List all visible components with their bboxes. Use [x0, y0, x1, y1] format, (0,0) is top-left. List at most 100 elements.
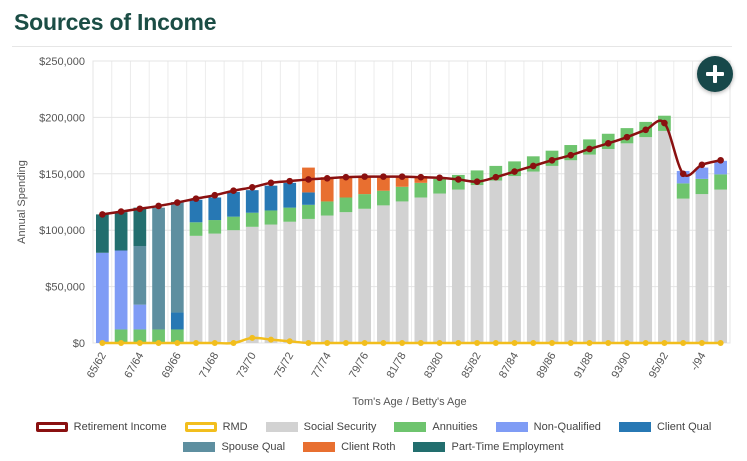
bar-annuities — [339, 197, 353, 213]
retirement-income-point — [455, 176, 462, 183]
legend-label: Non-Qualified — [533, 421, 601, 433]
bar-non-qualified — [133, 304, 147, 330]
bar-annuities — [227, 216, 240, 231]
bar-client-qual — [189, 199, 203, 223]
rmd-point — [324, 340, 331, 346]
rmd-point — [305, 340, 312, 346]
legend-label: Part-Time Employment — [451, 441, 564, 453]
retirement-income-point — [192, 195, 200, 202]
rmd-point — [492, 340, 499, 346]
x-tick-label: 71/68 — [197, 351, 221, 381]
retirement-income-point — [604, 140, 612, 147]
y-tick-label: $250,000 — [39, 56, 85, 68]
bar-social-security — [451, 189, 465, 343]
x-tick-label: 95/92 — [647, 351, 671, 381]
retirement-income-point — [174, 199, 181, 206]
legend-item-retirement-income[interactable]: Retirement Income — [35, 421, 167, 433]
bar-annuities — [170, 329, 184, 343]
legend-label: Spouse Qual — [221, 441, 286, 453]
bar-non-qualified — [95, 252, 109, 343]
page-title: Sources of Income — [14, 9, 217, 35]
bar-social-security — [264, 224, 278, 343]
rmd-point — [455, 340, 462, 346]
bar-social-security — [545, 165, 559, 343]
retirement-income-line — [102, 119, 721, 216]
legend-swatch — [183, 442, 216, 452]
legend-label: RMD — [222, 421, 248, 433]
bar-annuities — [302, 204, 315, 219]
bar-social-security — [189, 235, 203, 343]
rmd-point — [118, 340, 125, 346]
bar-social-security — [320, 215, 334, 343]
legend-item-rmd[interactable]: RMD — [184, 421, 248, 433]
retirement-income-point — [323, 175, 331, 182]
bar-social-security — [227, 230, 240, 343]
rmd-point — [474, 340, 481, 346]
retirement-income-point — [698, 161, 706, 169]
rmd-point — [530, 340, 537, 346]
bar-client-qual — [170, 312, 184, 330]
rmd-point — [586, 340, 593, 346]
legend-item-non-qualified[interactable]: Non-Qualified — [495, 421, 601, 433]
bar-social-security — [302, 218, 315, 343]
legend-row: Spouse Qual Client Roth Part-Time Employme… — [20, 437, 727, 457]
legend-item-social-security[interactable]: Social Security — [265, 421, 376, 433]
rmd-point — [230, 340, 237, 346]
x-axis-title: Tom's Age / Betty's Age — [352, 396, 466, 408]
x-tick-label: 83/80 — [422, 351, 446, 381]
bar-social-security — [339, 212, 353, 343]
bar-client-roth — [395, 176, 409, 187]
rmd-point — [211, 340, 218, 346]
bar-part-time-employment — [133, 207, 147, 246]
rmd-point — [399, 340, 406, 346]
bar-annuities — [714, 174, 728, 190]
bar-social-security — [377, 205, 390, 343]
add-button[interactable] — [697, 56, 733, 92]
retirement-income-point — [492, 173, 500, 181]
retirement-income-point — [267, 179, 275, 187]
rmd-point — [361, 340, 368, 346]
bar-social-security — [714, 189, 728, 343]
retirement-income-point — [679, 170, 687, 178]
legend-item-part-time[interactable]: Part-Time Employment — [413, 441, 564, 453]
bar-annuities — [377, 190, 390, 206]
legend-swatch — [394, 422, 427, 432]
bar-client-roth — [320, 177, 334, 202]
retirement-income-point — [286, 177, 294, 185]
retirement-income-point — [361, 173, 368, 180]
bar-client-roth — [377, 176, 390, 191]
legend-item-annuities[interactable]: Annuities — [394, 421, 478, 433]
rmd-point — [623, 340, 630, 346]
retirement-income-point — [155, 202, 162, 210]
bar-annuities — [358, 194, 372, 209]
bar-social-security — [676, 198, 690, 343]
legend-item-client-qual[interactable]: Client Qual — [618, 421, 712, 433]
legend-label: Retirement Income — [73, 421, 167, 433]
bar-social-security — [358, 208, 372, 343]
bar-social-security — [601, 148, 615, 343]
retirement-income-point — [248, 184, 256, 191]
bar-client-qual — [283, 182, 297, 208]
legend-item-spouse-qual[interactable]: Spouse Qual — [183, 441, 285, 453]
rmd-point — [642, 340, 649, 346]
bar-social-security — [583, 154, 596, 343]
retirement-income-point — [586, 145, 593, 153]
y-axis-title: Annual Spending — [16, 160, 28, 244]
x-tick-label: 85/82 — [460, 351, 484, 381]
x-tick-label: 79/76 — [347, 351, 371, 381]
bar-spouse-qual — [170, 202, 184, 313]
y-tick-label: $200,000 — [39, 112, 85, 124]
bar-annuities — [264, 210, 278, 225]
legend-swatch — [184, 422, 217, 432]
legend-label: Client Qual — [656, 421, 712, 433]
bar-client-roth — [339, 177, 353, 198]
legend-item-client-roth[interactable]: Client Roth — [303, 441, 395, 453]
bar-annuities — [676, 183, 690, 199]
bar-part-time-employment — [95, 214, 109, 253]
legend-label: Annuities — [432, 421, 478, 433]
legend-swatch — [495, 422, 528, 432]
bar-client-qual — [302, 192, 315, 205]
retirement-income-point — [417, 173, 425, 181]
bar-annuities — [283, 207, 297, 222]
retirement-income-point — [661, 119, 668, 127]
